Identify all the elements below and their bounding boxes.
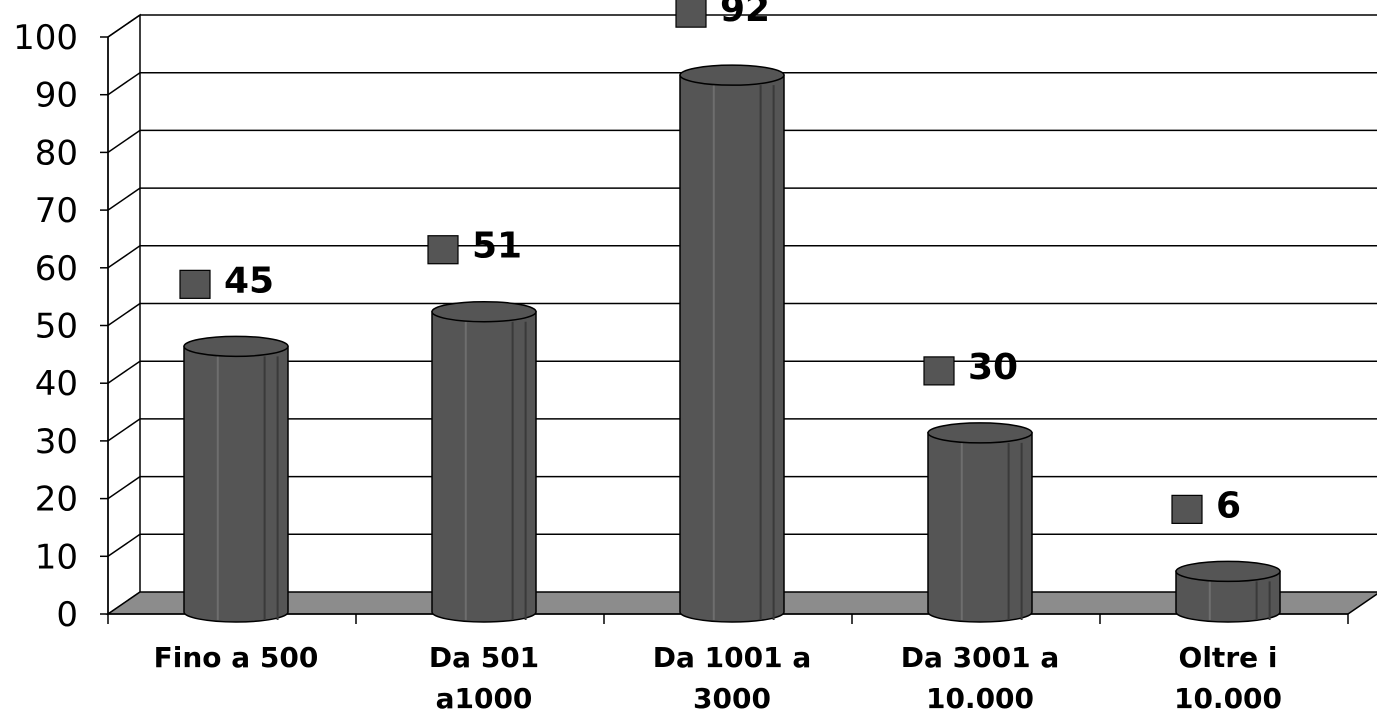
y-tick-label: 50 [35, 307, 78, 347]
data-label-marker [179, 269, 211, 299]
data-label: 6 [1216, 485, 1241, 526]
y-tick-labels: 0 10 20 30 40 50 60 70 80 90 100 [13, 18, 78, 635]
category-label: 10.000 [926, 682, 1034, 713]
data-label-marker [1171, 494, 1203, 524]
bar [183, 335, 289, 623]
y-tick-label: 20 [35, 480, 78, 520]
data-label: 51 [472, 226, 522, 267]
side-gridline [107, 418, 141, 442]
category-label: Oltre i [1179, 641, 1278, 674]
y-tick-label: 70 [35, 191, 78, 231]
bar-top [183, 335, 289, 358]
category-label: 10.000 [1174, 682, 1282, 713]
category-label: Da 1001 a [653, 641, 811, 674]
side-gridline [107, 360, 141, 384]
data-label: 92 [720, 0, 770, 30]
bar-top [431, 300, 537, 323]
y-tick-label: 40 [35, 364, 78, 404]
bar-body [431, 310, 537, 623]
bars [183, 64, 1281, 623]
y-tick-label: 30 [35, 422, 78, 462]
side-gridline [107, 245, 141, 269]
category-label: a1000 [436, 682, 533, 713]
bar [927, 422, 1033, 623]
bar-body [1175, 570, 1281, 623]
category-label: 3000 [693, 682, 771, 713]
y-tick-label: 90 [35, 76, 78, 116]
category-label: Da 3001 a [901, 641, 1059, 674]
data-label: 45 [224, 260, 274, 301]
side-gridline [107, 475, 141, 500]
side-gridline [107, 302, 141, 327]
side-gridline [107, 72, 141, 96]
category-label: Da 501 [429, 641, 539, 674]
bar [431, 300, 537, 623]
bar [679, 64, 785, 623]
y-tick-label: 0 [56, 595, 78, 635]
bar-top [927, 422, 1033, 444]
data-labels: 45 51 92 30 6 [179, 0, 1241, 526]
y-tick-label: 10 [35, 537, 78, 577]
category-labels: Fino a 500 Da 501 a1000 Da 1001 a 3000 Da 300… [154, 641, 1282, 713]
bar-top [1175, 560, 1281, 583]
bar-body [927, 432, 1033, 623]
data-label: 30 [968, 347, 1018, 388]
data-label-marker [675, 0, 707, 28]
y-tick-label: 80 [35, 133, 78, 173]
side-gridline [107, 187, 141, 211]
y-tick-label: 60 [35, 249, 78, 289]
bar [1175, 560, 1281, 623]
category-label: Fino a 500 [154, 641, 319, 674]
y-tick-label: 100 [13, 18, 78, 58]
side-gridline [107, 14, 141, 38]
bar-body [183, 345, 289, 623]
side-gridline [107, 533, 141, 557]
data-label-marker [923, 356, 955, 386]
bar-body [679, 74, 785, 623]
side-gridline [107, 129, 141, 154]
data-label-marker [427, 235, 459, 265]
bar-top [679, 64, 785, 86]
